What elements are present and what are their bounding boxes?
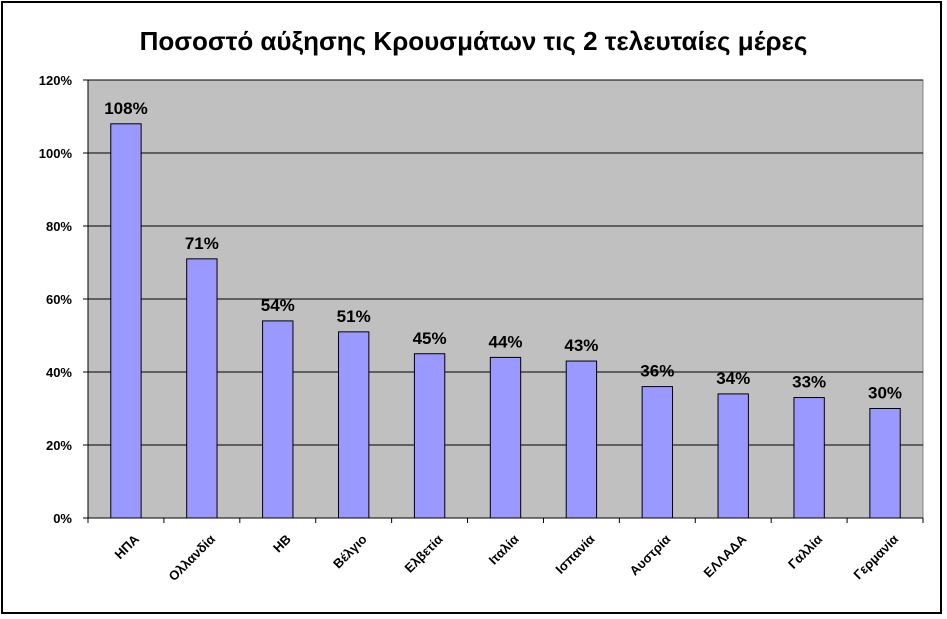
y-axis-ticks: 0% 20% 40% 60% 80% 100% 120% — [39, 73, 88, 526]
y-tick-label: 40% — [46, 365, 72, 380]
data-label: 108% — [104, 99, 147, 118]
data-label: 30% — [868, 384, 902, 403]
x-tick-label: Γερμανία — [850, 532, 901, 583]
x-tick-label: ΗΠΑ — [112, 531, 143, 562]
data-label: 45% — [413, 329, 447, 348]
chart-title: Ποσοστό αύξησης Κρουσμάτων τις 2 τελευτα… — [139, 26, 808, 56]
data-labels: 108% 71% 54% 51% 45% 44% 43% 36% 34% 33% 30% — [104, 99, 902, 403]
bar — [641, 386, 673, 519]
x-axis-ticks: ΗΠΑ Ολλανδία ΗΒ Βέλγιο Ελβετία Ιταλία Ισπανία Α… — [87, 518, 924, 584]
bar — [186, 258, 218, 519]
x-tick-label: Ισπανία — [552, 532, 597, 577]
x-tick-label: Ολλανδία — [166, 532, 218, 584]
bar — [110, 123, 142, 519]
data-label: 33% — [792, 373, 826, 392]
x-tick-label: Ιταλία — [486, 532, 522, 568]
x-tick-label: Ελβετία — [402, 532, 446, 576]
bar — [489, 356, 522, 519]
data-label: 44% — [488, 332, 522, 351]
x-tick-label: Αυστρία — [627, 532, 674, 579]
data-label: 51% — [337, 307, 371, 326]
bar — [717, 393, 749, 519]
y-tick-label: 60% — [46, 292, 72, 307]
data-label: 36% — [640, 362, 674, 381]
y-tick-label: 100% — [39, 146, 73, 161]
bars — [110, 123, 901, 519]
x-tick-label: Βέλγιο — [330, 531, 370, 571]
y-tick-label: 80% — [46, 219, 72, 234]
bar — [565, 360, 598, 519]
bar — [338, 331, 370, 519]
data-label: 54% — [261, 296, 295, 315]
bar — [793, 397, 825, 519]
bar — [262, 320, 294, 519]
y-tick-label: 0% — [53, 511, 72, 526]
y-tick-label: 20% — [46, 438, 72, 453]
x-tick-label: Γαλλία — [785, 532, 825, 572]
bar — [869, 408, 901, 519]
x-tick-label: ΗΒ — [270, 532, 294, 556]
data-label: 34% — [716, 369, 750, 388]
data-label: 43% — [564, 336, 598, 355]
x-tick-label: ΕΛΛΑΔΑ — [700, 531, 749, 580]
bar — [413, 353, 446, 519]
y-tick-label: 120% — [39, 73, 73, 88]
data-label: 71% — [185, 234, 219, 253]
